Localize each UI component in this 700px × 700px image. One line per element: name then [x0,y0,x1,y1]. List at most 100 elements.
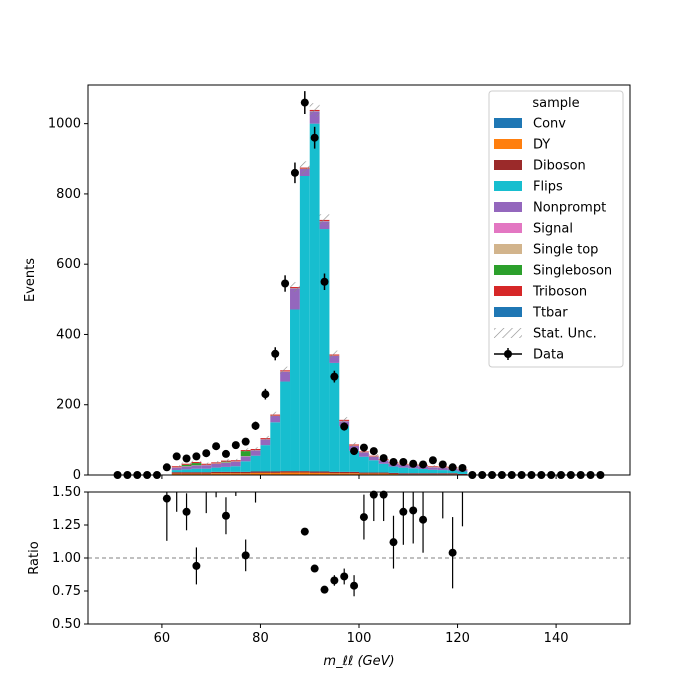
bar-flips-bin-113 [418,469,428,474]
bar-dy-bin-77 [240,473,251,475]
bar-flips-bin-117 [437,470,448,474]
bar-diboson-bin-65 [181,472,192,474]
bar-diboson-bin-109 [398,473,409,475]
bar-nonprompt-bin-117 [437,467,448,471]
ratio-point [310,564,319,573]
bar-diboson-bin-99 [349,471,359,474]
legend-label: Data [533,348,564,363]
bar-nonprompt-bin-91 [309,111,320,124]
legend-label: Signal [533,222,573,237]
bar-diboson-bin-63 [171,472,182,474]
data-point [389,458,398,466]
ratio-y-tick-label: 1.25 [52,518,81,533]
bar-dy-bin-85 [280,472,291,475]
main-y-axis-label: Events [23,258,38,302]
bar-singleboson-bin-65 [181,464,192,467]
bar-dy-bin-103 [368,473,379,475]
stat-unc-bin-83 [270,411,281,418]
bar-nonprompt-bin-83 [270,415,281,423]
data-point [281,279,290,288]
bar-nonprompt-bin-73 [221,462,231,467]
bar-flips-bin-105 [378,463,389,473]
legend-swatch-hatch [494,328,522,338]
data-point [202,449,211,458]
data-point [192,452,201,461]
stat-unc-bin-115 [427,465,438,468]
ratio-point [340,572,349,581]
bar-diboson-bin-75 [230,471,241,474]
ratio-point [448,548,457,557]
data-point [330,372,339,381]
stat-unc-bin-67 [191,460,202,464]
data-point [300,98,309,107]
y-tick-label: 1000 [48,117,81,132]
y-tick-label: 800 [56,187,81,202]
legend-swatch [494,244,522,254]
y-tick-label: 400 [56,327,81,342]
x-tick-label: 120 [445,631,470,646]
ratio-point [369,490,378,499]
bar-dy-bin-107 [388,473,399,475]
ratio-point [162,494,171,503]
data-point [379,454,388,463]
ratio-point [241,551,250,560]
bar-diboson-bin-79 [250,471,261,473]
bar-diboson-bin-101 [359,472,369,474]
data-points [113,91,605,479]
bar-nonprompt-bin-95 [329,355,340,363]
stat-unc-bin-95 [329,350,340,359]
bar-nonprompt-bin-77 [240,456,251,462]
bar-flips-bin-93 [319,229,330,472]
x-tick-label: 140 [544,631,569,646]
bar-flips-bin-81 [260,445,271,472]
ratio-y-tick-label: 0.50 [52,617,81,632]
legend-swatch [494,307,522,317]
bar-diboson-bin-97 [339,471,350,474]
bar-diboson-bin-87 [290,471,300,473]
bar-dy-bin-89 [299,472,310,475]
main-plot: 0 200 400 600 800 1000 Events [23,84,631,483]
stat-unc-bin-103 [368,454,379,458]
bar-dy-bin-83 [270,472,281,475]
bar-diboson-bin-77 [240,471,251,474]
bar-dy-bin-99 [349,473,359,475]
bar-flips-bin-67 [191,468,202,473]
data-point [419,460,428,469]
legend-swatch [494,286,522,296]
legend-label: Ttbar [532,306,568,321]
ratio-point [379,490,388,499]
bar-diboson-bin-119 [447,473,458,475]
bar-nonprompt-bin-69 [201,465,212,469]
main-x-ticks [161,475,557,479]
bar-flips-bin-87 [290,309,300,472]
data-point [428,456,437,465]
bar-flips-bin-91 [309,123,320,472]
stacked-bars [171,103,468,475]
bar-nonprompt-bin-115 [427,467,438,470]
bar-dy-bin-93 [319,472,330,475]
bar-diboson-bin-121 [457,473,468,475]
legend-label: Singleboson [533,264,612,279]
bar-diboson-bin-67 [191,472,202,474]
bar-dy-bin-67 [191,473,202,475]
y-tick-label: 200 [56,398,81,413]
data-point [340,422,349,431]
bar-nonprompt-bin-81 [260,439,271,446]
bar-diboson-bin-81 [260,471,271,473]
bar-diboson-bin-115 [427,473,438,475]
ratio-point [320,585,329,594]
data-point [310,133,319,142]
bar-dy-bin-91 [309,472,320,475]
legend-swatch [494,181,522,191]
stat-unc-bin-79 [250,447,261,451]
bar-diboson-bin-95 [329,471,340,474]
ratio-point [300,527,309,536]
data-point [399,458,408,466]
bar-nonprompt-bin-65 [181,466,192,470]
stat-unc-bin-65 [181,462,192,465]
bar-flips-bin-85 [280,381,291,472]
data-point [350,447,359,456]
bar-flips-bin-121 [457,471,468,474]
bar-flips-bin-115 [427,469,438,474]
data-point [271,349,280,358]
